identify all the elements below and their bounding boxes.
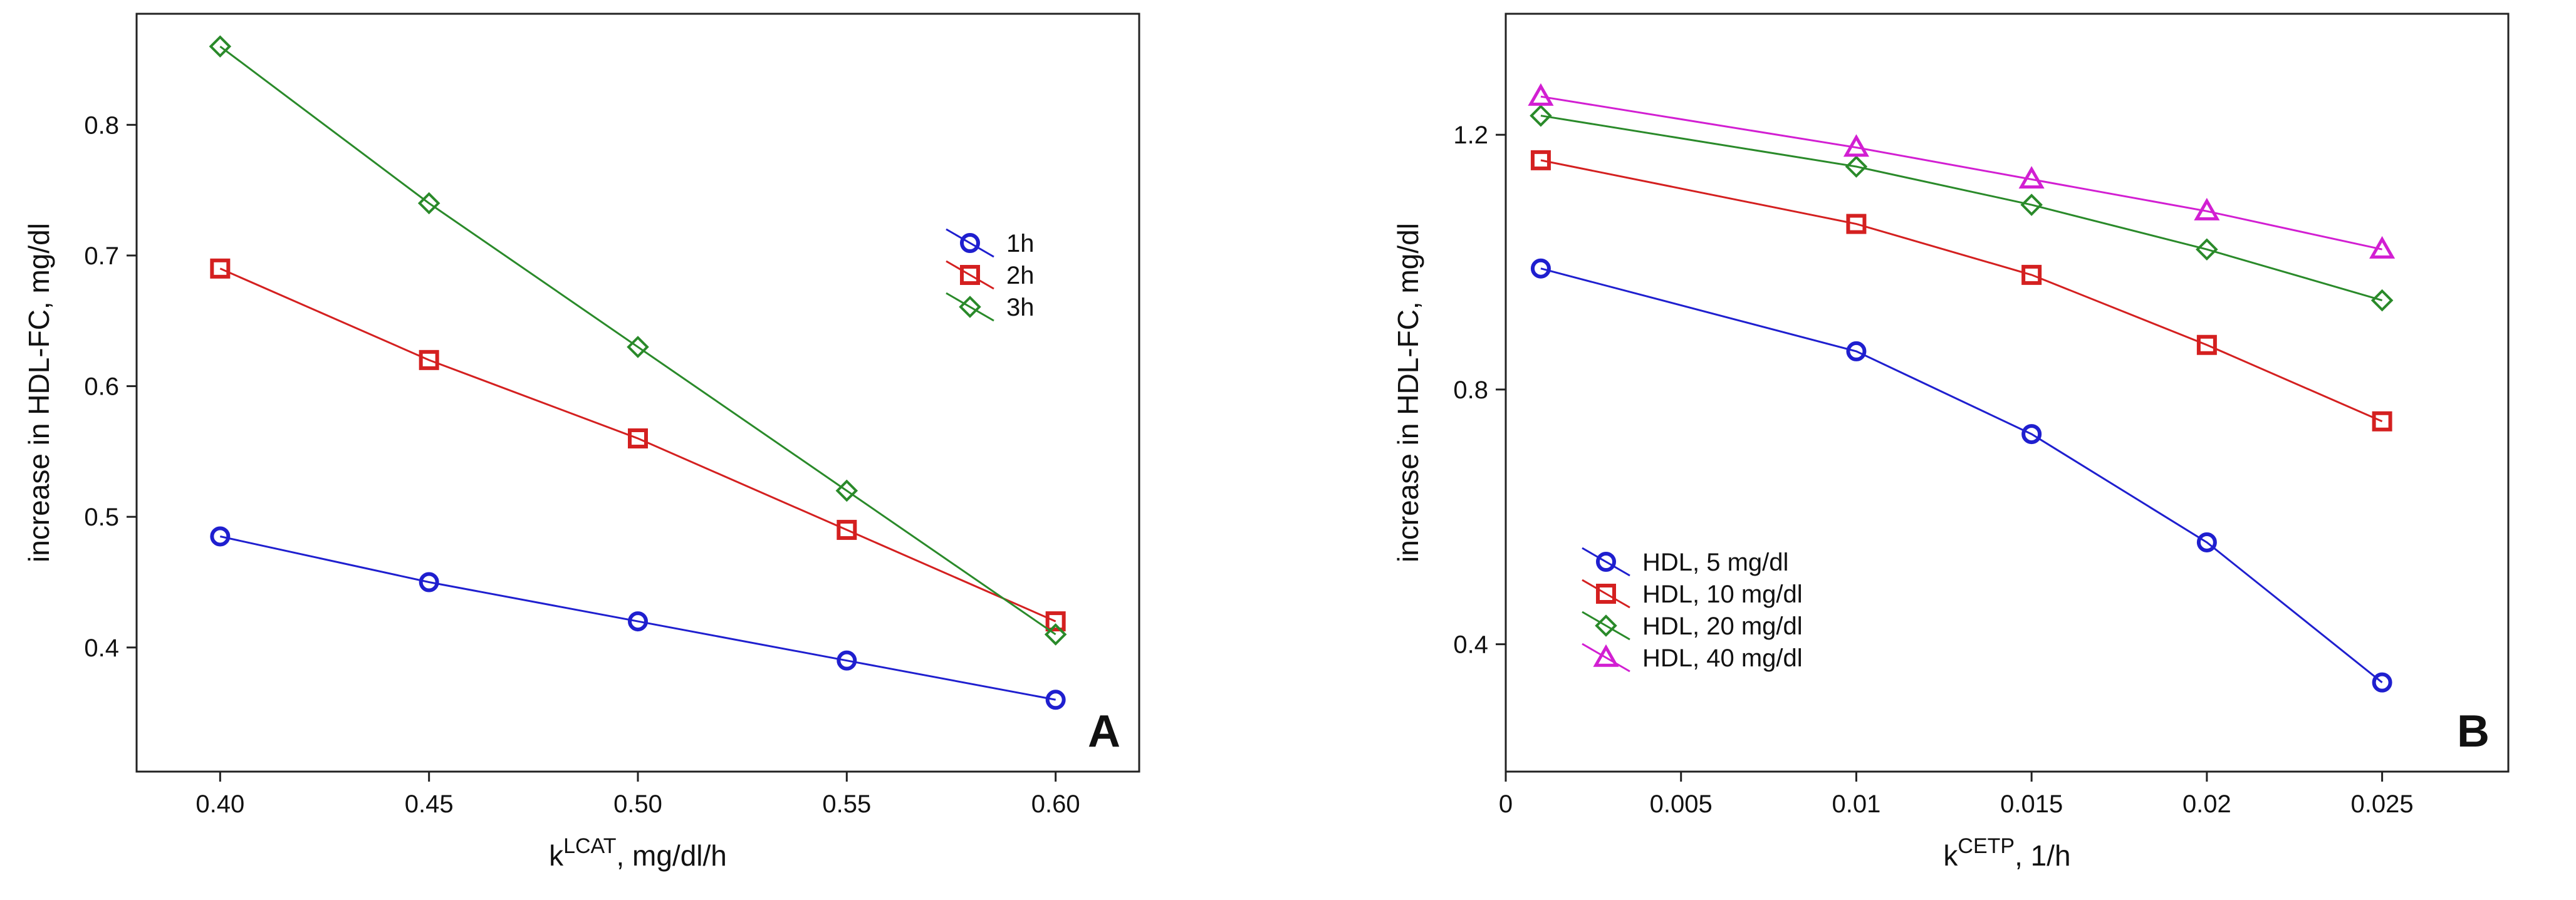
x-tick-label: 0.45 (405, 790, 454, 818)
x-tick-label: 0.50 (613, 790, 662, 818)
data-point (419, 572, 439, 592)
data-point (1045, 690, 1066, 710)
data-point (628, 428, 648, 449)
legend-label: HDL, 5 mg/dl (1642, 549, 1788, 576)
y-axis-label: increase in HDL-FC, mg/dl (1392, 223, 1424, 562)
legend-marker (959, 296, 981, 318)
data-point (2372, 672, 2392, 693)
data-point (1045, 611, 1066, 632)
x-tick-label: 0.40 (196, 790, 244, 818)
data-point (2196, 238, 2218, 261)
y-tick-label: 0.6 (84, 373, 119, 401)
chart-panel-a: 0.40 0.45 0.50 0.55 0.60 0.4 0.5 0.6 0.7 0.8 kLCAT… (23, 13, 1140, 872)
series-line-3 (219, 45, 1056, 636)
legend-marker (960, 233, 980, 253)
data-point (2372, 411, 2392, 432)
data-point (2194, 197, 2220, 220)
series-line-2 (219, 267, 1056, 623)
data-point (1530, 150, 1551, 170)
legend-marker (1596, 584, 1616, 604)
legend-line (946, 292, 994, 322)
data-point (835, 479, 858, 502)
x-tick-label: 0.005 (1650, 790, 1713, 818)
data-point (210, 526, 231, 547)
plot-frame (135, 13, 1140, 773)
legend-line (1582, 643, 1630, 673)
data-point (837, 650, 857, 671)
legend-label: HDL, 10 mg/dl (1642, 581, 1803, 608)
legend-label: 1h (1006, 230, 1035, 257)
x-tick-label: 0.60 (1031, 790, 1080, 818)
series-line-1 (1540, 267, 2383, 683)
data-point (2021, 424, 2042, 445)
legend-line (1582, 547, 1630, 577)
data-point (1845, 155, 1868, 178)
data-point (627, 336, 649, 358)
data-point (1530, 104, 1552, 127)
data-point (1528, 83, 1554, 106)
legend: 1h 2h 3h (946, 228, 1035, 322)
series-line-2 (1540, 159, 2383, 423)
panel-label: A (1088, 706, 1120, 757)
legend-label: 2h (1006, 262, 1035, 289)
data-point (2370, 289, 2394, 312)
x-tick-label: 0.01 (1832, 790, 1881, 818)
data-point (2021, 264, 2042, 285)
data-point (2018, 166, 2045, 189)
legend-line (946, 260, 994, 290)
series-line-1 (220, 535, 1056, 701)
x-tick-label: 0.02 (2182, 790, 2231, 818)
x-tick-label: 0.015 (2000, 790, 2063, 818)
legend-line (946, 228, 994, 258)
legend-label: 3h (1006, 294, 1035, 321)
y-tick-label: 0.7 (84, 242, 119, 270)
legend-marker (1593, 644, 1619, 667)
y-tick-label: 0.8 (1453, 376, 1488, 404)
legend-marker (1595, 614, 1617, 637)
y-tick-label: 1.2 (1453, 122, 1488, 149)
chart-panel-b: 0 0.005 0.01 0.015 0.02 0.025 0.4 0.8 1.2 kCETP, … (1392, 13, 2510, 872)
data-point (2196, 334, 2217, 355)
x-tick-label: 0 (1499, 790, 1513, 818)
y-tick-label: 0.4 (84, 634, 119, 662)
data-point (209, 35, 232, 58)
data-point (2196, 532, 2217, 552)
data-point (2369, 235, 2396, 259)
y-tick-label: 0.4 (1453, 631, 1488, 659)
legend-marker (960, 265, 980, 285)
legend-line (1582, 611, 1630, 641)
x-tick-label: 0.55 (822, 790, 871, 818)
plot-frame (1504, 13, 2510, 773)
legend: HDL, 5 mg/dl HDL, 10 mg/dl HDL, 20 mg/dl HD… (1582, 547, 1803, 673)
legend-label: HDL, 20 mg/dl (1642, 613, 1803, 640)
y-tick-label: 0.8 (84, 111, 119, 139)
x-tick-label: 0.025 (2351, 790, 2414, 818)
legend-label: HDL, 40 mg/dl (1642, 644, 1803, 672)
data-point (628, 611, 648, 632)
data-point (2020, 194, 2043, 216)
x-axis-label: kLCAT, mg/dl/h (549, 834, 727, 872)
series-line-3 (1540, 115, 2383, 302)
data-point (1530, 258, 1551, 279)
panel-label: B (2457, 706, 2490, 757)
data-point (837, 520, 857, 541)
data-point (210, 258, 231, 279)
legend-marker (1596, 552, 1616, 572)
data-point (419, 349, 439, 370)
data-point (1846, 341, 1867, 361)
data-point (1843, 134, 1869, 157)
data-point (1044, 623, 1067, 646)
series-line-4 (1540, 95, 2382, 251)
data-point (1846, 214, 1867, 234)
y-axis-label: increase in HDL-FC, mg/dl (23, 223, 55, 562)
y-tick-label: 0.5 (84, 504, 119, 531)
data-point (417, 192, 441, 215)
legend-line (1582, 579, 1630, 609)
x-axis-label: kCETP, 1/h (1943, 834, 2070, 872)
